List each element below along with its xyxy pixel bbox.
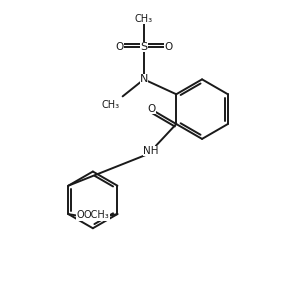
Text: CH₃: CH₃: [135, 14, 153, 24]
Text: OCH₃: OCH₃: [84, 211, 110, 220]
Text: S: S: [140, 42, 147, 52]
Text: O: O: [116, 42, 124, 52]
Text: O: O: [164, 42, 172, 52]
Text: NH: NH: [143, 146, 158, 156]
Text: OCH₃: OCH₃: [76, 211, 102, 220]
Text: CH₃: CH₃: [101, 100, 119, 110]
Text: N: N: [140, 74, 148, 84]
Text: O: O: [147, 104, 155, 114]
